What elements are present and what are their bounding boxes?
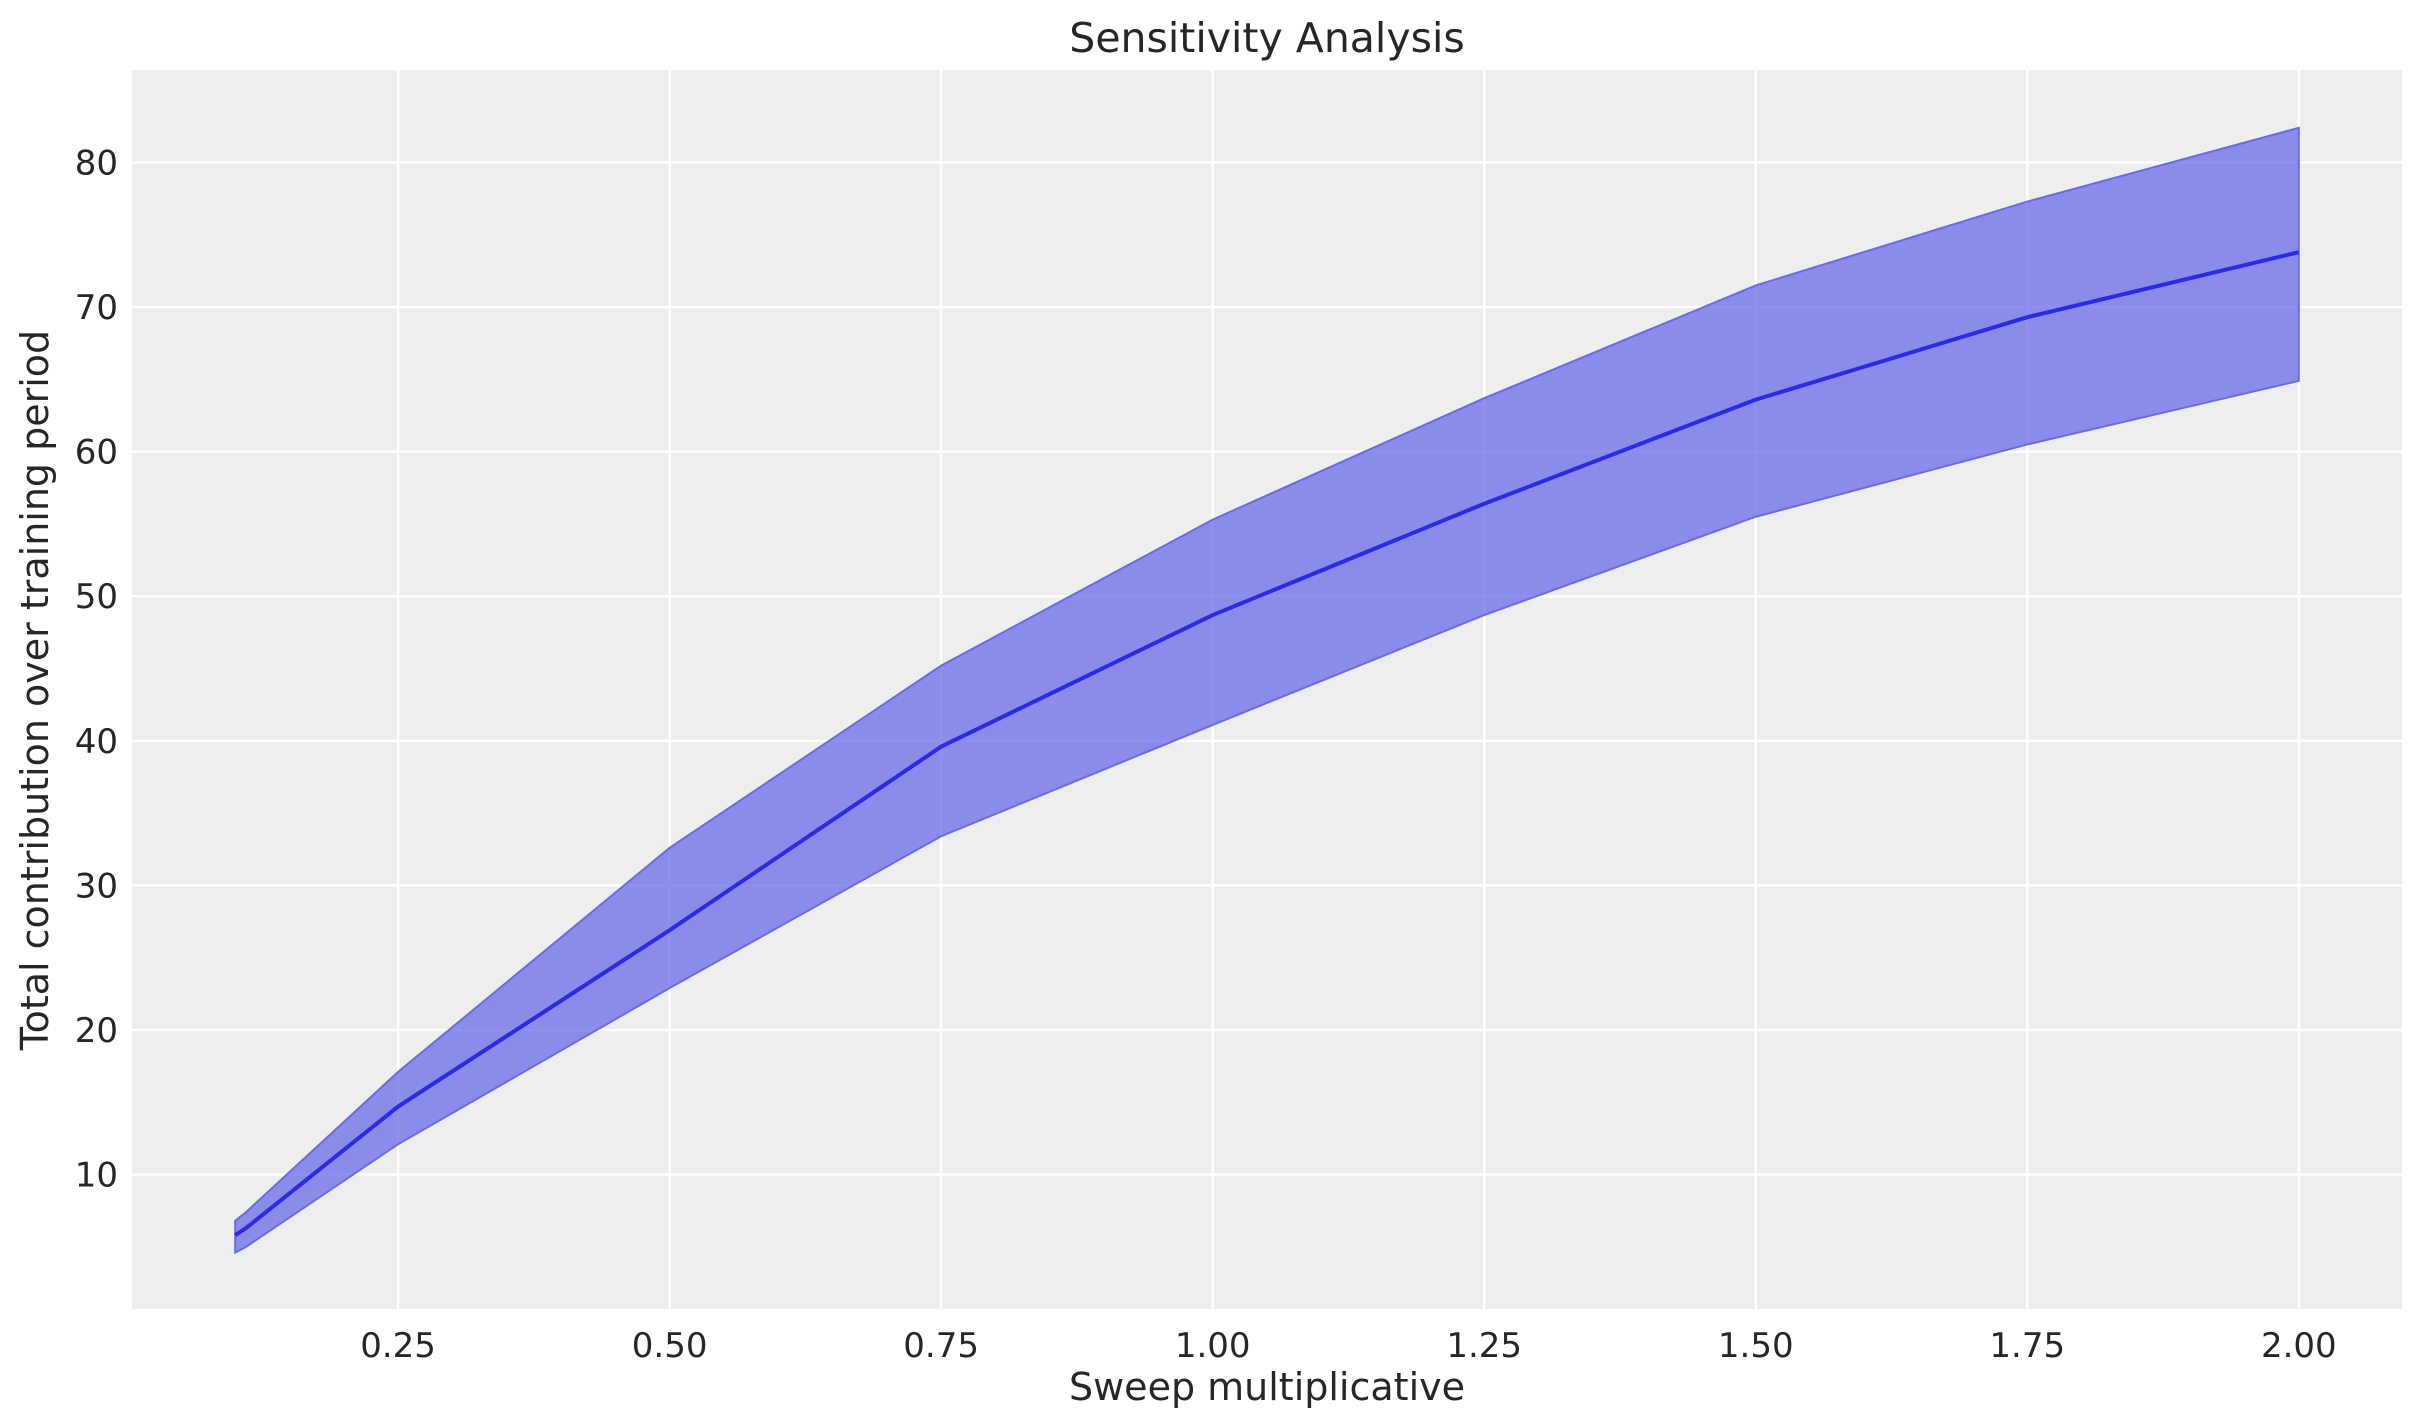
y-tick-labels: 10 20 30 40 50 60 70 80 (75, 144, 118, 1196)
y-tick-label: 10 (75, 1156, 118, 1196)
x-tick-label: 1.50 (1718, 1326, 1794, 1366)
y-tick-label: 40 (75, 722, 118, 762)
y-tick-label: 30 (75, 866, 118, 906)
x-tick-label: 2.00 (2261, 1326, 2337, 1366)
x-tick-label: 1.00 (1175, 1326, 1251, 1366)
x-tick-labels: 0.25 0.50 0.75 1.00 1.25 1.50 1.75 2.00 (360, 1326, 2336, 1366)
x-tick-label: 0.25 (360, 1326, 436, 1366)
y-tick-label: 60 (75, 433, 118, 473)
x-tick-label: 1.25 (1446, 1326, 1522, 1366)
x-tick-label: 0.50 (632, 1326, 708, 1366)
x-tick-label: 0.75 (903, 1326, 979, 1366)
y-axis-label: Total contribution over training period (13, 330, 57, 1051)
y-tick-label: 70 (75, 288, 118, 328)
hdi-band (234, 126, 2300, 1255)
y-tick-label: 50 (75, 577, 118, 617)
x-axis-label: Sweep multiplicative (1069, 1365, 1465, 1409)
y-tick-label: 80 (75, 144, 118, 184)
x-tick-label: 1.75 (1989, 1326, 2065, 1366)
mean-line (234, 250, 2300, 1237)
chart-title: Sensitivity Analysis (1069, 14, 1464, 62)
y-tick-label: 20 (75, 1011, 118, 1051)
